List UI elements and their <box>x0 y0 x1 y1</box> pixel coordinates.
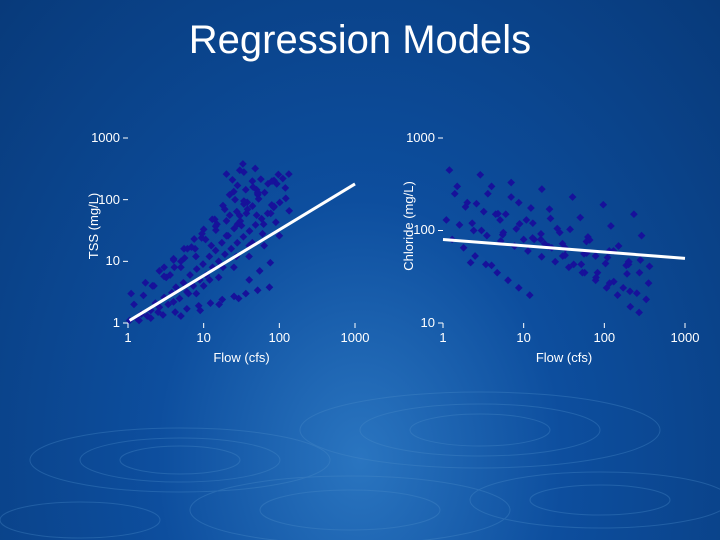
x-tick-label: 1000 <box>335 330 375 345</box>
slide-title: Regression Models <box>0 18 720 63</box>
y-tick-label: 1000 <box>406 130 435 145</box>
x-tick-label: 1000 <box>665 330 705 345</box>
x-axis-label: Flow (cfs) <box>443 350 685 365</box>
x-tick-label: 100 <box>259 330 299 345</box>
x-tick-label: 1 <box>423 330 463 345</box>
x-tick-label: 1 <box>108 330 148 345</box>
y-tick-label: 10 <box>106 253 120 268</box>
chart-tss-vs-flow: 11010010001101001000TSS (mg/L)Flow (cfs) <box>80 128 360 348</box>
slide: Regression Models 11010010001101001000TS… <box>0 0 720 540</box>
y-tick-label: 1000 <box>91 130 120 145</box>
chart-chloride-vs-flow: 1010010001101001000Chloride (mg/L)Flow (… <box>395 128 690 348</box>
x-tick-label: 10 <box>184 330 224 345</box>
y-tick-label: 100 <box>98 192 120 207</box>
y-tick-label: 100 <box>413 222 435 237</box>
y-tick-label: 10 <box>421 315 435 330</box>
y-tick-label: 1 <box>113 315 120 330</box>
x-axis-label: Flow (cfs) <box>128 350 355 365</box>
chart-svg <box>80 128 360 388</box>
y-axis-label: Chloride (mg/L) <box>401 176 416 276</box>
x-tick-label: 100 <box>584 330 624 345</box>
y-axis-label: TSS (mg/L) <box>86 176 101 276</box>
chart-svg <box>395 128 690 388</box>
x-tick-label: 10 <box>504 330 544 345</box>
